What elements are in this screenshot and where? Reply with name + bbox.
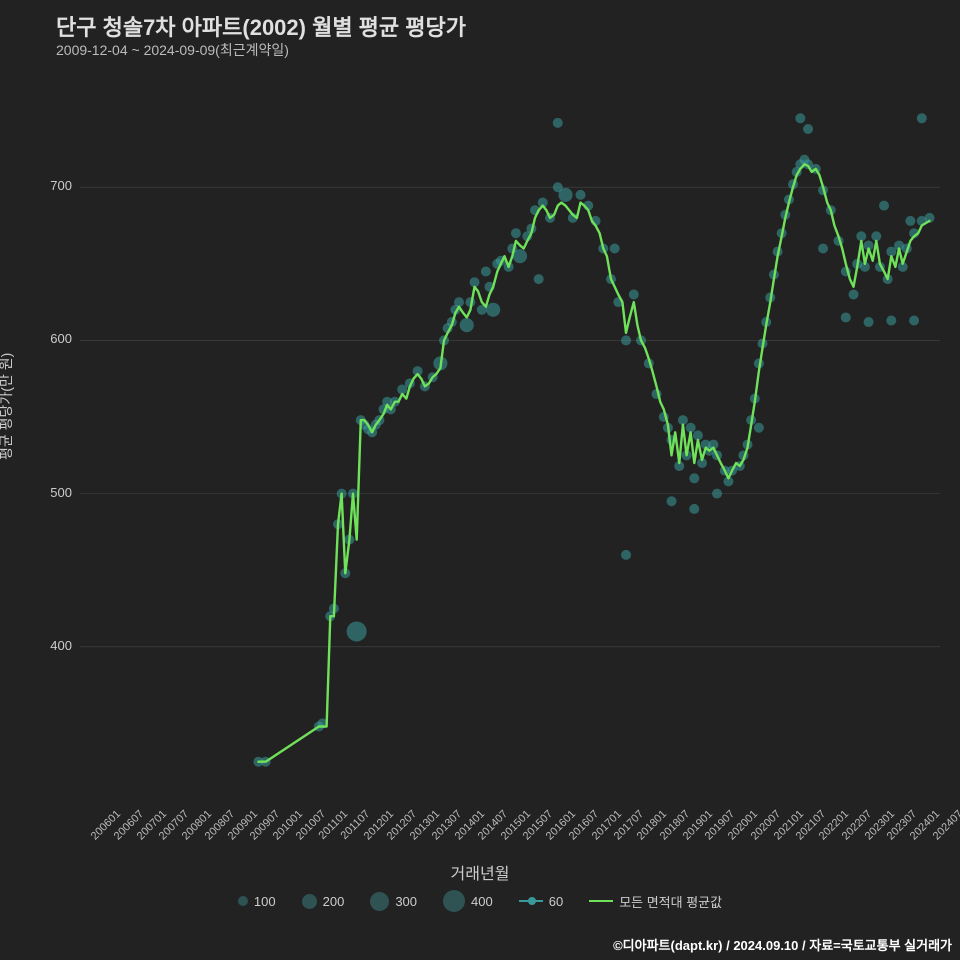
legend-size-item: 400	[443, 890, 493, 912]
chart-plot	[80, 80, 940, 800]
legend-size-item: 200	[302, 894, 345, 909]
y-tick-label: 400	[32, 638, 72, 653]
chart-title: 단구 청솔7차 아파트(2002) 월별 평균 평당가	[56, 10, 466, 42]
chart-subtitle: 2009-12-04 ~ 2024-09-09(최근계약일)	[56, 40, 289, 60]
legend: 100 200 300 400 60 모든 면적대 평균값	[0, 890, 960, 912]
legend-series-item: 60	[519, 894, 563, 909]
legend-series-item: 모든 면적대 평균값	[589, 892, 722, 911]
y-tick-label: 600	[32, 331, 72, 346]
credit-text: ©디아파트(dapt.kr) / 2024.09.10 / 자료=국토교통부 실…	[613, 935, 952, 954]
legend-size-item: 300	[370, 892, 417, 911]
y-axis-label: 평균 평당가(만 원)	[0, 353, 16, 460]
legend-size-item: 100	[238, 894, 276, 909]
y-tick-label: 500	[32, 485, 72, 500]
x-axis-label: 거래년월	[0, 860, 960, 884]
y-tick-label: 700	[32, 178, 72, 193]
